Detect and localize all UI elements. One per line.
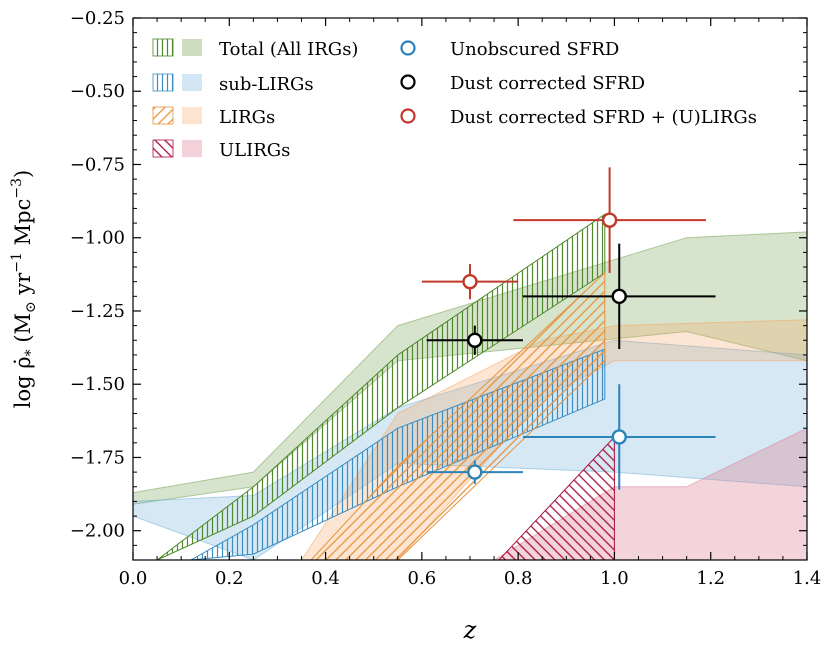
y-axis-label: log ρ̇* (M⊙ yr−1 Mpc−3) <box>9 170 39 408</box>
legend-swatch-total-band <box>182 39 202 56</box>
legend-swatch-sublirg-band <box>182 74 202 91</box>
x-tick-label: 0.0 <box>119 568 148 589</box>
x-tick-label: 1.0 <box>600 568 629 589</box>
legend-label-dust-ulirg: Dust corrected SFRD + (U)LIRGs <box>450 107 757 128</box>
x-tick-label: 0.2 <box>215 568 244 589</box>
legend-label-ulirg: ULIRGs <box>219 140 290 161</box>
y-tick-label: −1.00 <box>70 228 125 249</box>
y-tick-label: −1.25 <box>70 301 125 322</box>
x-tick-label: 0.4 <box>311 568 340 589</box>
hatched-total-all-irgs <box>156 213 606 560</box>
band-total-all-irgs <box>133 231 807 505</box>
legend-label-total: Total (All IRGs) <box>219 39 358 60</box>
svg-text:log ρ̇* (M⊙ yr−1 Mpc−3): log ρ̇* (M⊙ yr−1 Mpc−3) <box>9 170 39 408</box>
legend-swatch-lirg-hatch <box>152 106 174 125</box>
legend: Total (All IRGs) sub-LIRGs LIRGs ULIRGs … <box>152 38 757 161</box>
point-dust-corrected-sfrd-u-lirgs-0 <box>462 273 478 290</box>
hatched-ulirgs <box>498 435 615 560</box>
x-axis-label: z <box>463 616 477 644</box>
x-tick-label: 0.8 <box>504 568 533 589</box>
point-unobscured-sfrd-1 <box>611 429 627 445</box>
y-tick-label: −1.50 <box>70 374 125 395</box>
legend-marker-dust-ulirg <box>400 108 416 124</box>
point-unobscured-sfrd-0 <box>467 464 483 480</box>
y-tick-label: −2.00 <box>70 521 125 542</box>
y-tick-label: −1.75 <box>70 447 125 468</box>
point-dust-corrected-sfrd-u-lirgs-1 <box>601 212 618 228</box>
legend-label-dust-corrected: Dust corrected SFRD <box>450 73 645 94</box>
point-dust-corrected-sfrd-0 <box>467 332 483 348</box>
point-dust-corrected-sfrd-1 <box>611 288 627 305</box>
legend-swatch-lirg-band <box>182 107 202 124</box>
legend-swatch-sublirg-hatch <box>152 73 174 92</box>
legend-marker-dust-corrected <box>400 74 416 90</box>
legend-swatch-total-hatch <box>152 38 174 57</box>
legend-label-unobscured: Unobscured SFRD <box>450 39 619 60</box>
y-tick-label: −0.25 <box>70 8 125 29</box>
y-tick-label: −0.75 <box>70 154 125 175</box>
legend-swatch-ulirg-hatch <box>152 139 174 158</box>
x-tick-label: 0.6 <box>408 568 437 589</box>
legend-label-lirg: LIRGs <box>219 107 275 128</box>
legend-label-sublirg: sub-LIRGs <box>219 74 314 95</box>
legend-marker-unobscured <box>400 40 416 56</box>
legend-swatch-ulirg-band <box>182 140 202 157</box>
x-tick-label: 1.2 <box>696 568 725 589</box>
y-tick-label: −0.50 <box>70 81 125 102</box>
hatched-lirgs <box>310 271 606 560</box>
x-tick-label: 1.4 <box>793 568 822 589</box>
